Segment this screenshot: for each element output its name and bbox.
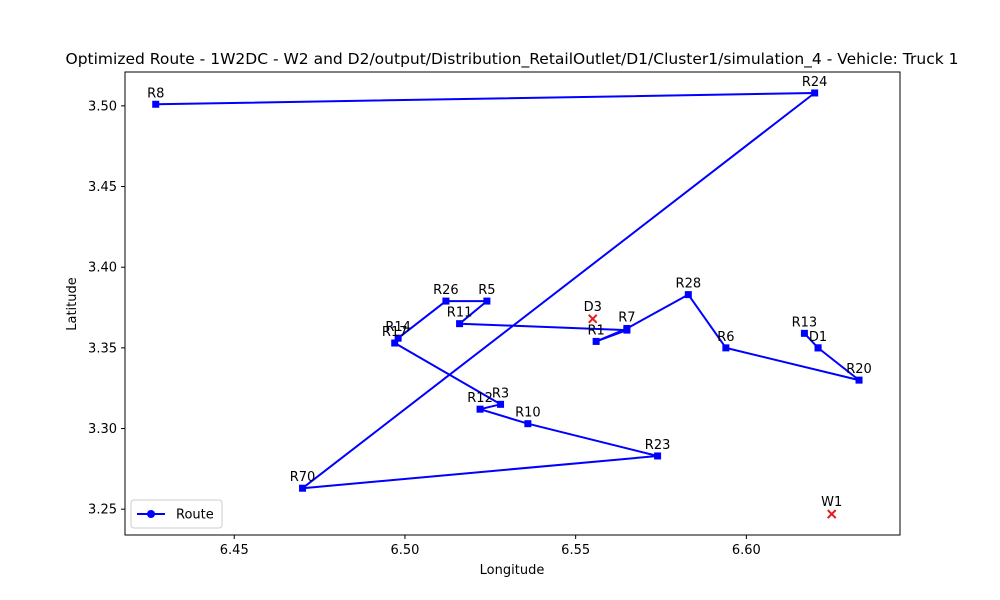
chart-title: Optimized Route - 1W2DC - W2 and D2/outp…	[66, 50, 959, 69]
route-point	[152, 100, 160, 108]
route-point-label: R11	[447, 306, 473, 321]
route-point-label: R10	[515, 406, 541, 421]
y-tick-label: 3.40	[88, 261, 117, 276]
route-point-label: R3	[492, 386, 509, 401]
legend-marker	[147, 510, 155, 518]
depot-marker	[588, 314, 598, 324]
route-point	[684, 291, 692, 299]
route-point-label: R17	[382, 325, 408, 340]
depot-label: D3	[584, 300, 602, 315]
route-point	[592, 337, 600, 345]
depots-group	[588, 314, 837, 519]
route-point	[722, 344, 730, 352]
legend-label: Route	[176, 508, 214, 523]
route-point	[814, 344, 822, 352]
route-point	[483, 297, 491, 305]
route-point	[855, 376, 863, 384]
route-point-label: R20	[846, 362, 872, 377]
y-axis-label: Latitude	[65, 277, 80, 331]
legend-box	[130, 499, 223, 529]
x-tick-label: 6.50	[390, 543, 419, 558]
route-point-label: R28	[676, 277, 702, 292]
route-point	[456, 320, 464, 328]
y-tick-label: 3.30	[88, 422, 117, 437]
route-point-label: R5	[478, 283, 495, 298]
route-point-label: R13	[792, 315, 818, 330]
plot-area	[125, 72, 900, 535]
y-tick-label: 3.45	[88, 180, 117, 195]
route-point-label: R70	[290, 470, 316, 485]
route-point	[442, 297, 450, 305]
plot-frame	[124, 71, 901, 536]
y-axis-ticks: 3.25 3.30 3.35 3.40 3.45 3.50	[88, 99, 125, 518]
route-point	[391, 339, 399, 347]
route-point-label: R12	[467, 391, 493, 406]
route-point	[299, 484, 307, 492]
route-point-label: R1	[587, 323, 604, 338]
route-point-label: R23	[645, 438, 671, 453]
route-point-label: R8	[147, 86, 164, 101]
depot-label: W1	[821, 495, 842, 510]
route-point	[476, 405, 484, 413]
route-point	[623, 326, 631, 334]
route-point	[524, 420, 532, 428]
route-point	[394, 334, 402, 342]
x-tick-label: 6.55	[561, 543, 590, 558]
route-markers-group	[152, 89, 863, 492]
x-axis-ticks: 6.45 6.50 6.55 6.60	[220, 535, 761, 558]
legend: Route	[130, 499, 223, 529]
x-tick-label: 6.60	[732, 543, 761, 558]
route-point-label: D1	[809, 330, 827, 345]
y-tick-label: 3.25	[88, 503, 117, 518]
depot-marker	[827, 509, 837, 519]
route-point-label: R6	[717, 330, 734, 345]
x-axis-label: Longitude	[480, 563, 545, 578]
route-point-label: R24	[802, 75, 828, 90]
route-point	[811, 89, 819, 97]
route-point-label: R14	[385, 320, 411, 335]
route-point-label: R7	[618, 311, 635, 326]
route-point-label: R26	[433, 283, 459, 298]
x-tick-label: 6.45	[220, 543, 249, 558]
route-point	[654, 452, 662, 460]
route-point	[800, 329, 808, 337]
y-tick-label: 3.35	[88, 341, 117, 356]
route-point	[497, 400, 505, 408]
y-tick-label: 3.50	[88, 99, 117, 114]
